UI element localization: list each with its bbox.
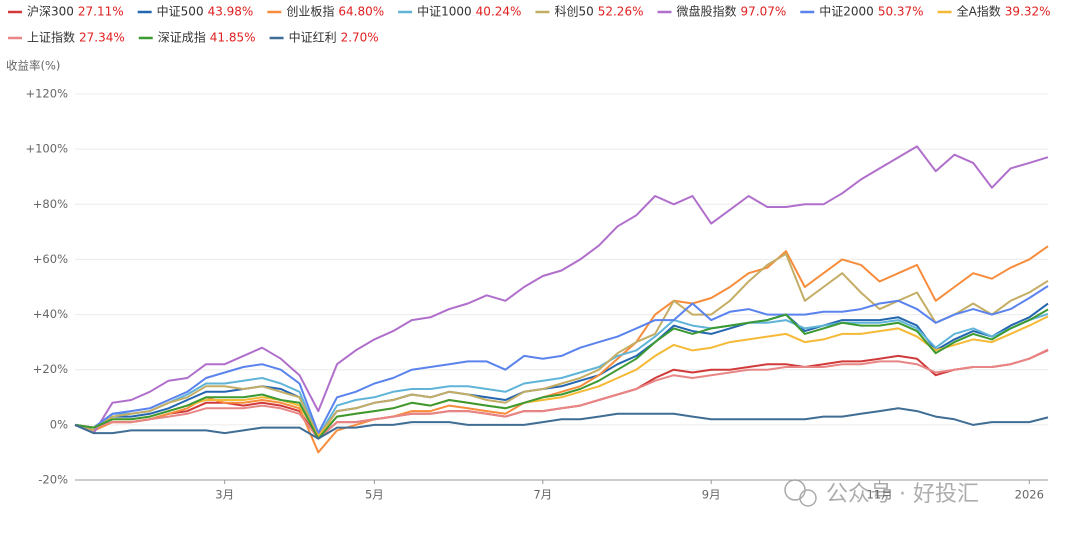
legend-item: 中证500 43.98% (137, 4, 254, 19)
legend-item: 上证指数 27.34% (8, 30, 125, 45)
watermark-icon (799, 489, 817, 507)
series-line (74, 145, 1049, 435)
legend-item: 中证红利 2.70% (269, 30, 379, 45)
series-line (74, 252, 1049, 437)
legend-label: 创业板指 (286, 4, 334, 19)
x-tick-label: 3月 (215, 488, 234, 502)
y-tick-label: +60% (33, 252, 68, 266)
y-tick-label: +20% (33, 362, 68, 376)
y-tick-label: +40% (33, 307, 68, 321)
legend-item: 沪深300 27.11% (8, 5, 124, 19)
legend-item: 创业板指 64.80% (267, 4, 384, 19)
grid (75, 93, 1048, 481)
legend-label: 中证1000 (417, 4, 472, 19)
legend-label: 中证红利 (289, 30, 337, 45)
legend-item: 中证2000 50.37% (800, 4, 924, 19)
legend-value: 50.37% (878, 5, 924, 19)
legend-label: 沪深300 (27, 5, 74, 19)
x-tick-label: 11月 (867, 488, 893, 502)
y-tick-label: -20% (38, 473, 68, 487)
y-tick-label: 0% (50, 417, 68, 431)
legend-value: 27.11% (78, 5, 124, 19)
x-tick-label: 5月 (365, 488, 384, 502)
y-tick-label: +80% (33, 197, 68, 211)
watermark: 公众号 · 好投汇 (784, 479, 979, 507)
legend-value: 2.70% (341, 31, 379, 45)
legend-label: 中证500 (157, 4, 204, 19)
legend-label: 科创50 (554, 5, 593, 19)
y-tick-label: +100% (25, 142, 68, 156)
legend-item: 中证1000 40.24% (398, 4, 521, 19)
x-tick-label: 9月 (702, 488, 721, 502)
legend-item: 微盘股指数 97.07% (657, 4, 786, 19)
x-tick-label: 7月 (533, 488, 552, 502)
series-line (74, 245, 1049, 454)
legend-item: 科创50 52.26% (535, 5, 643, 19)
series-line (74, 285, 1049, 435)
watermark-icon (784, 479, 806, 501)
legend-label: 全A指数 (957, 4, 1001, 19)
legend-item: 全A指数 39.32% (937, 4, 1051, 19)
series-line (74, 407, 1049, 440)
series-line (74, 302, 1049, 437)
legend-item: 深证成指 41.85% (138, 30, 256, 45)
legend-label: 上证指数 (27, 30, 75, 45)
legend-value: 43.98% (208, 5, 254, 19)
legend-value: 40.24% (476, 5, 522, 19)
legend-value: 27.34% (79, 31, 125, 45)
series-line (74, 312, 1049, 437)
legend-value: 97.07% (741, 5, 787, 19)
series-line (74, 348, 1049, 440)
legend-label: 深证成指 (158, 30, 206, 45)
legend-value: 41.85% (210, 31, 256, 45)
series-line (74, 308, 1049, 440)
legend-label: 中证2000 (819, 4, 874, 19)
legend-value: 52.26% (598, 5, 644, 19)
x-tick-label: 2026 (1015, 488, 1044, 502)
legend-value: 39.32% (1005, 5, 1051, 19)
series-line (74, 315, 1049, 437)
y-tick-label: +120% (25, 87, 68, 101)
legend-label: 微盘股指数 (676, 4, 736, 19)
y-axis-label: 收益率(%) (6, 59, 60, 73)
legend-value: 64.80% (338, 5, 384, 19)
watermark-text: 公众号 · 好投汇 (826, 482, 979, 507)
